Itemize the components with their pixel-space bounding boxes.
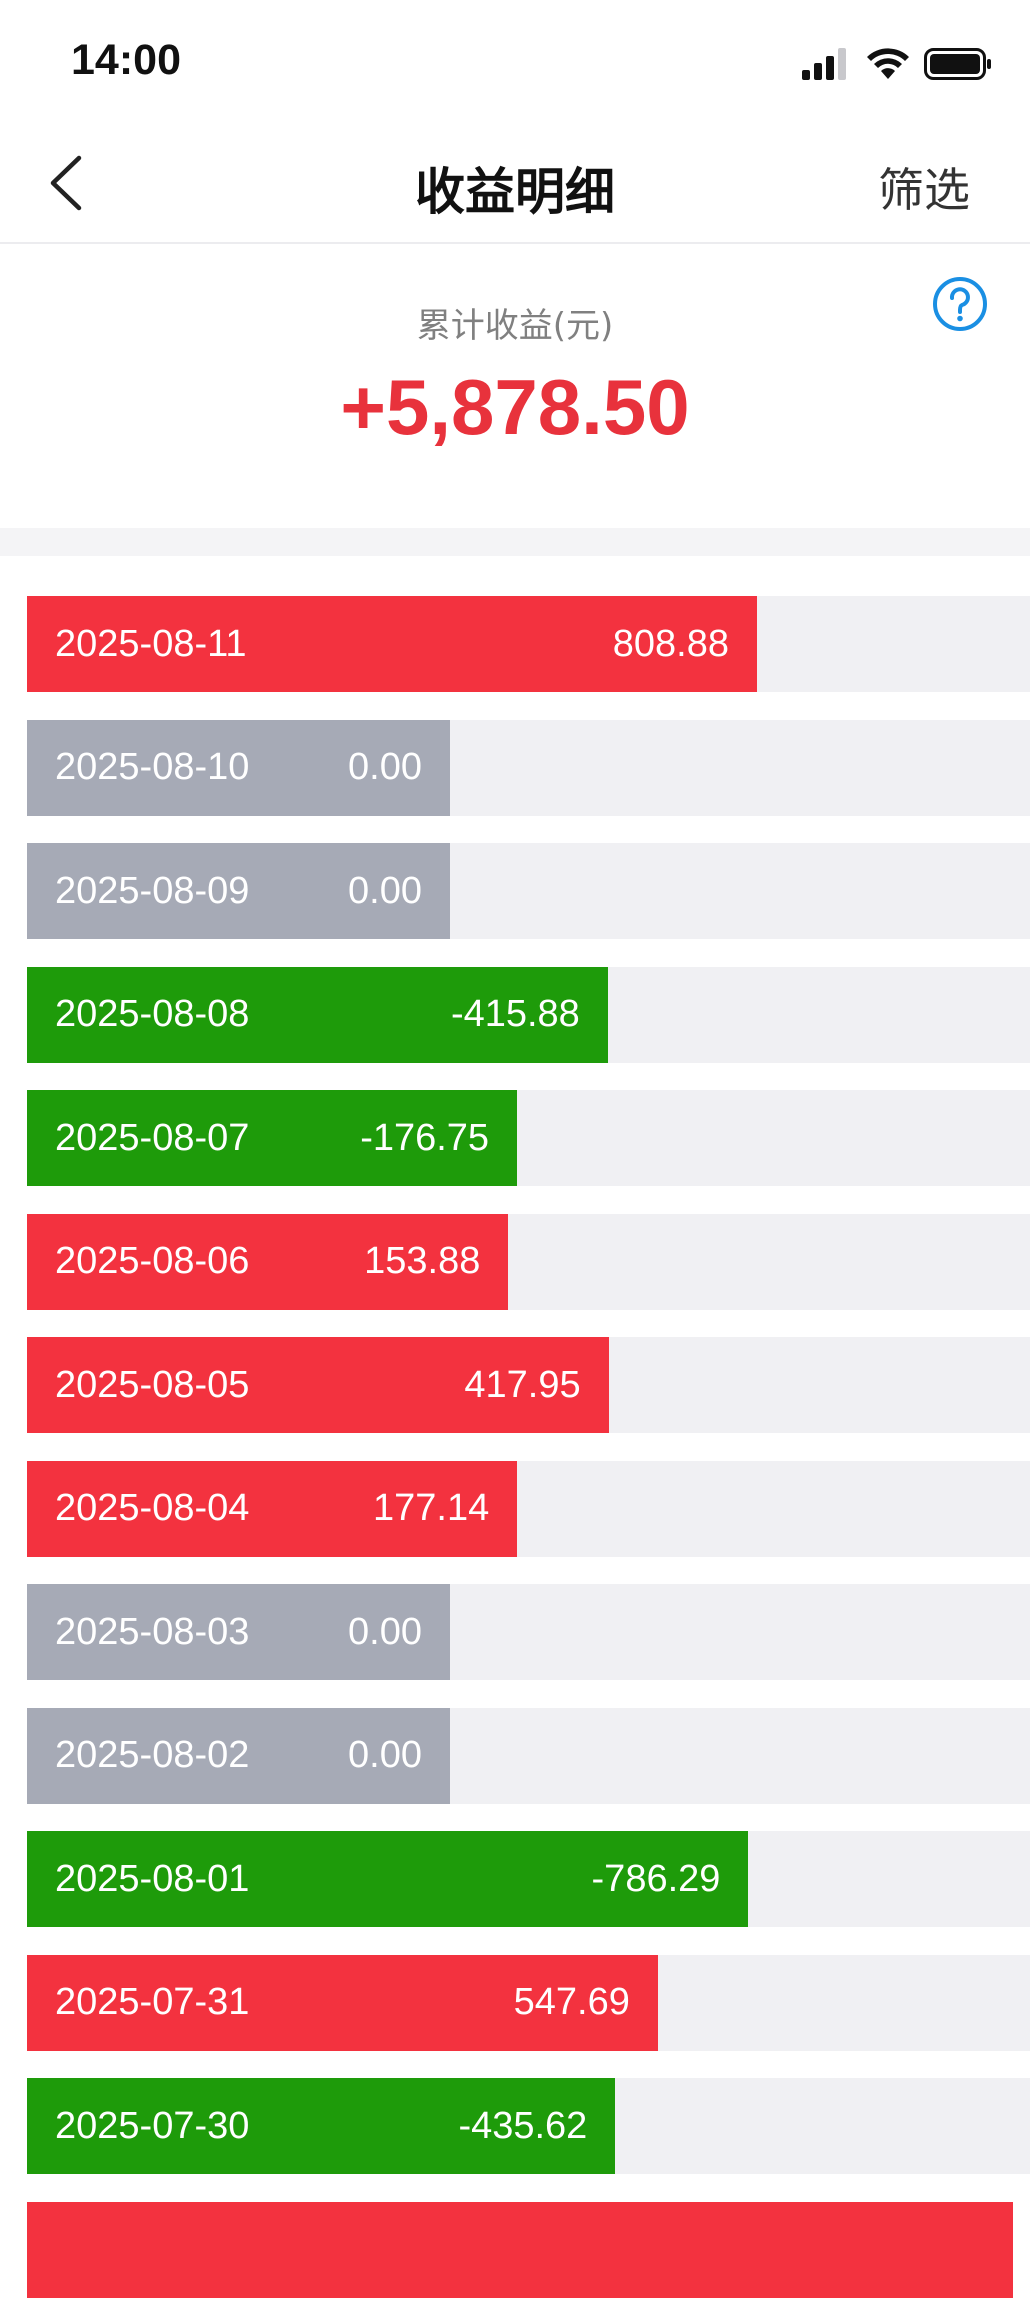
earnings-amount: 417.95: [464, 1363, 581, 1406]
earnings-row[interactable]: 2025-08-06 153.88: [27, 1213, 1030, 1310]
earnings-row[interactable]: 2025-08-01 -786.29: [27, 1831, 1030, 1927]
earnings-row[interactable]: 2025-08-02 0.00: [27, 1707, 1030, 1804]
chevron-left-icon: [50, 155, 82, 211]
earnings-amount: 808.88: [612, 622, 729, 665]
earnings-row[interactable]: 2025-08-09 0.00: [27, 843, 1030, 939]
earnings-bar: 2025-08-11 808.88: [27, 596, 757, 692]
earnings-amount: -415.88: [450, 993, 580, 1035]
earnings-bar: 2025-08-05 417.95: [27, 1337, 609, 1433]
earnings-date: 2025-08-05: [55, 1363, 250, 1406]
earnings-date: 2025-08-04: [55, 1487, 250, 1529]
status-time: 14:00: [71, 36, 181, 84]
earnings-bar: 2025-08-08 -415.88: [27, 966, 608, 1063]
earnings-date: 2025-07-31: [55, 1981, 250, 2023]
earnings-row[interactable]: 2025-08-10 0.00: [27, 719, 1030, 816]
earnings-row[interactable]: 2025-08-04 177.14: [27, 1460, 1030, 1557]
section-divider: [0, 528, 1030, 556]
earnings-bar: 2025-08-04 177.14: [27, 1460, 518, 1557]
earnings-date: 2025-08-10: [55, 746, 250, 788]
earnings-row[interactable]: 2025-08-03 0.00: [27, 1584, 1030, 1680]
earnings-date: 2025-08-06: [55, 1240, 250, 1282]
earnings-amount: 0.00: [348, 869, 422, 912]
earnings-bar: 2025-08-01 -786.29: [27, 1831, 749, 1927]
filter-button[interactable]: 筛选: [878, 163, 970, 217]
earnings-amount: 0.00: [348, 1610, 422, 1653]
earnings-bar: 2025-08-07 -176.75: [27, 1090, 518, 1186]
earnings-date: 2025-08-01: [55, 1857, 250, 1900]
earnings-amount: 177.14: [372, 1487, 490, 1529]
earnings-amount: -786.29: [591, 1857, 721, 1900]
earnings-amount: 547.69: [513, 1981, 630, 2023]
earnings-bar: 2025-07-30 -435.62: [27, 2078, 616, 2174]
earnings-row[interactable]: 2025-08-05 417.95: [27, 1337, 1030, 1433]
earnings-date: 2025-07-30: [55, 2104, 250, 2147]
earnings-amount: 153.88: [364, 1240, 481, 1282]
earnings-date: 2025-08-11: [55, 622, 247, 665]
summary-card: 累计收益(元) +5,878.50: [0, 244, 1030, 528]
earnings-bar: 2025-08-09 0.00: [27, 843, 450, 939]
wifi-icon: [867, 48, 909, 79]
earnings-row[interactable]: 2025-07-30 -435.62: [27, 2078, 1030, 2174]
earnings-amount: 0.00: [348, 1734, 422, 1776]
signal-icon: [802, 48, 846, 80]
help-icon[interactable]: [932, 276, 988, 332]
earnings-date: 2025-08-02: [55, 1734, 250, 1776]
earnings-row[interactable]: 2025-08-11 808.88: [27, 596, 1030, 692]
battery-icon: [924, 48, 991, 80]
earnings-date: 2025-08-09: [55, 869, 250, 912]
nav-bar: 收益明细 筛选: [0, 124, 1030, 244]
earnings-amount: -176.75: [360, 1116, 490, 1159]
earnings-row[interactable]: 2025-08-07 -176.75: [27, 1090, 1030, 1186]
total-earnings-label: 累计收益(元): [416, 306, 614, 346]
earnings-bar: 2025-07-31 547.69: [27, 1954, 658, 2051]
earnings-bar: 2025-08-03 0.00: [27, 1584, 450, 1680]
earnings-row-partial[interactable]: [27, 2201, 1013, 2298]
earnings-date: 2025-08-07: [55, 1116, 250, 1159]
earnings-amount: 0.00: [348, 746, 422, 788]
earnings-date: 2025-08-08: [55, 993, 250, 1035]
earnings-bar: 2025-08-06 153.88: [27, 1213, 509, 1310]
earnings-amount: -435.62: [458, 2104, 588, 2147]
back-button[interactable]: [36, 150, 96, 216]
earnings-date: 2025-08-03: [55, 1610, 250, 1653]
status-icons: [802, 44, 992, 84]
earnings-row[interactable]: 2025-08-08 -415.88: [27, 966, 1030, 1063]
page-title: 收益明细: [415, 163, 615, 221]
earnings-row[interactable]: 2025-07-31 547.69: [27, 1954, 1030, 2051]
total-earnings-value: +5,878.50: [340, 363, 690, 451]
status-bar: 14:00: [0, 0, 1030, 124]
earnings-bar: 2025-08-10 0.00: [27, 719, 450, 816]
earnings-bar: 2025-08-02 0.00: [27, 1707, 450, 1804]
